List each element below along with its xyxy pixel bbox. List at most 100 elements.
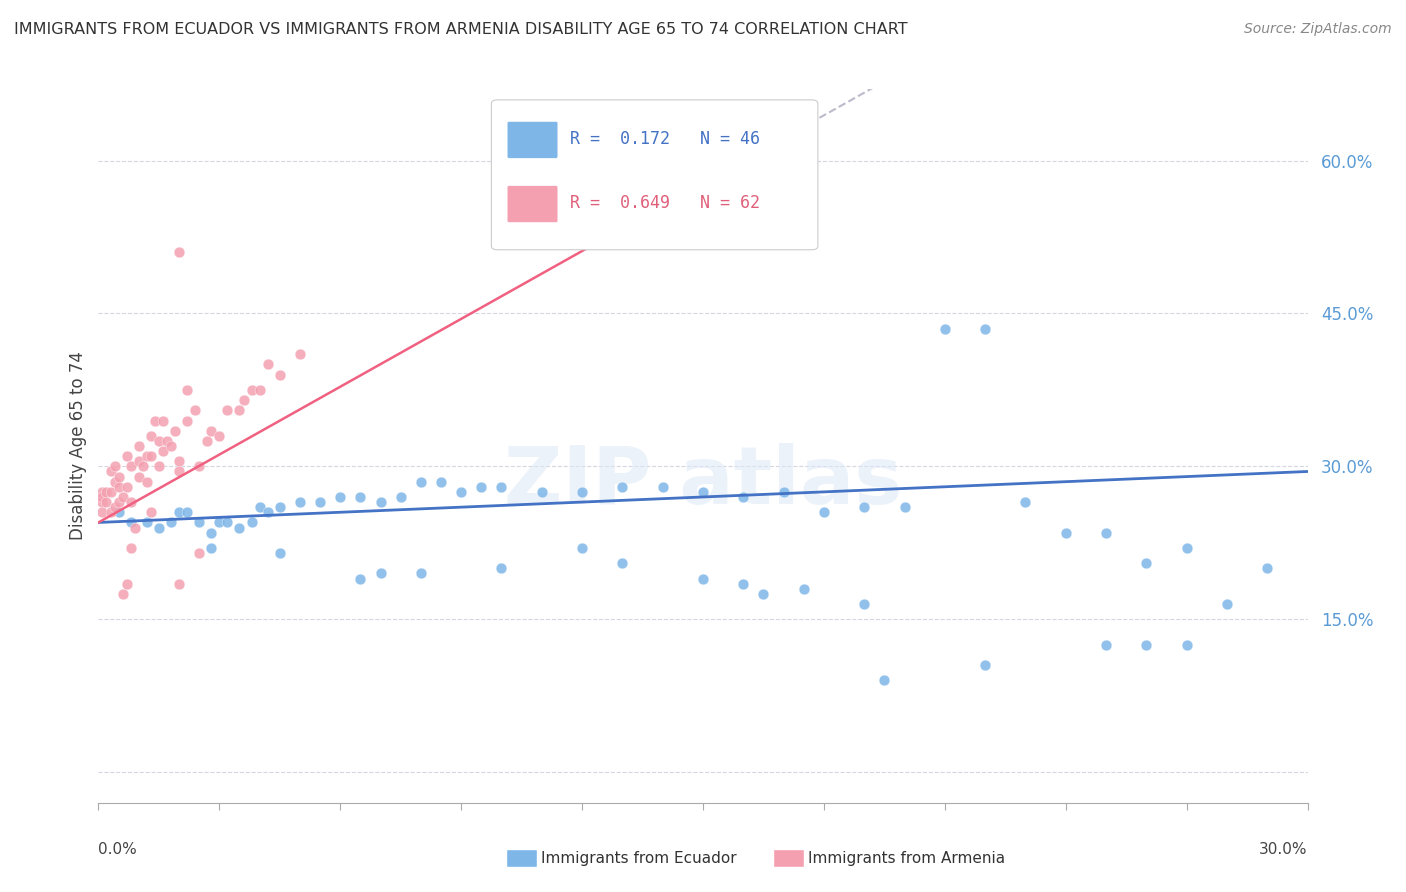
Point bbox=[139, 505, 162, 519]
Point bbox=[107, 480, 129, 494]
Point bbox=[1135, 638, 1157, 652]
Point bbox=[329, 490, 352, 504]
Point bbox=[772, 484, 794, 499]
Point bbox=[96, 484, 118, 499]
Point bbox=[934, 322, 956, 336]
Point bbox=[409, 566, 432, 581]
Point bbox=[100, 505, 122, 519]
Point bbox=[195, 434, 218, 448]
Point bbox=[148, 434, 170, 448]
Point bbox=[107, 505, 129, 519]
Point bbox=[120, 516, 142, 530]
Point bbox=[128, 469, 150, 483]
Point bbox=[240, 516, 263, 530]
Text: Immigrants from Armenia: Immigrants from Armenia bbox=[808, 851, 1005, 865]
Point bbox=[491, 480, 513, 494]
Point bbox=[530, 484, 553, 499]
Text: ZIP atlas: ZIP atlas bbox=[503, 442, 903, 521]
Point bbox=[256, 505, 278, 519]
Point bbox=[200, 424, 222, 438]
Point bbox=[692, 484, 714, 499]
Point bbox=[733, 576, 755, 591]
Point bbox=[793, 582, 815, 596]
Point bbox=[430, 475, 453, 489]
Point bbox=[91, 484, 114, 499]
Point bbox=[148, 520, 170, 534]
Point bbox=[152, 444, 174, 458]
Point bbox=[160, 516, 183, 530]
Y-axis label: Disability Age 65 to 74: Disability Age 65 to 74 bbox=[69, 351, 87, 541]
Point bbox=[188, 459, 211, 474]
Point bbox=[91, 495, 114, 509]
Point bbox=[228, 403, 250, 417]
Point bbox=[135, 475, 157, 489]
Point bbox=[269, 368, 291, 382]
Point bbox=[176, 413, 198, 427]
Point bbox=[240, 383, 263, 397]
Point bbox=[309, 495, 332, 509]
Point bbox=[167, 576, 190, 591]
Point bbox=[143, 413, 166, 427]
Point bbox=[163, 424, 186, 438]
Point bbox=[167, 465, 190, 479]
FancyBboxPatch shape bbox=[492, 100, 818, 250]
Point bbox=[176, 383, 198, 397]
Text: R =  0.172   N = 46: R = 0.172 N = 46 bbox=[569, 130, 761, 148]
Point bbox=[135, 449, 157, 463]
Point bbox=[135, 516, 157, 530]
Point bbox=[733, 490, 755, 504]
Point bbox=[96, 495, 118, 509]
Point bbox=[1135, 556, 1157, 570]
Point bbox=[200, 525, 222, 540]
Point bbox=[571, 484, 593, 499]
Point bbox=[450, 484, 472, 499]
Point bbox=[1175, 541, 1198, 555]
Point bbox=[107, 469, 129, 483]
Point bbox=[167, 505, 190, 519]
Point bbox=[370, 495, 392, 509]
Point bbox=[1095, 525, 1118, 540]
Point bbox=[111, 490, 134, 504]
Point bbox=[853, 597, 876, 611]
Point bbox=[974, 322, 997, 336]
Point bbox=[160, 439, 183, 453]
Point bbox=[1054, 525, 1077, 540]
Point bbox=[217, 516, 239, 530]
FancyBboxPatch shape bbox=[508, 121, 558, 159]
Text: R =  0.649   N = 62: R = 0.649 N = 62 bbox=[569, 194, 761, 212]
Point bbox=[128, 454, 150, 468]
Point bbox=[120, 541, 142, 555]
Point bbox=[571, 541, 593, 555]
Point bbox=[813, 505, 835, 519]
Point bbox=[491, 561, 513, 575]
Point bbox=[228, 520, 250, 534]
Point bbox=[1256, 561, 1278, 575]
Point bbox=[184, 403, 207, 417]
Point bbox=[232, 393, 254, 408]
Point bbox=[873, 673, 896, 688]
Point bbox=[91, 490, 114, 504]
Point bbox=[152, 413, 174, 427]
Point bbox=[409, 475, 432, 489]
Point bbox=[111, 587, 134, 601]
Point bbox=[752, 587, 775, 601]
Point bbox=[249, 383, 271, 397]
Point bbox=[200, 541, 222, 555]
FancyBboxPatch shape bbox=[508, 186, 558, 223]
Point bbox=[100, 465, 122, 479]
Point bbox=[103, 459, 125, 474]
Point bbox=[1175, 638, 1198, 652]
Point bbox=[893, 500, 915, 515]
Point bbox=[100, 484, 122, 499]
Point bbox=[389, 490, 412, 504]
Point bbox=[249, 500, 271, 515]
Point bbox=[288, 347, 311, 361]
Point bbox=[139, 449, 162, 463]
Point bbox=[120, 495, 142, 509]
Point bbox=[103, 500, 125, 515]
Point bbox=[208, 429, 231, 443]
Point bbox=[188, 546, 211, 560]
Point bbox=[470, 480, 492, 494]
Point bbox=[1014, 495, 1036, 509]
Point bbox=[128, 439, 150, 453]
